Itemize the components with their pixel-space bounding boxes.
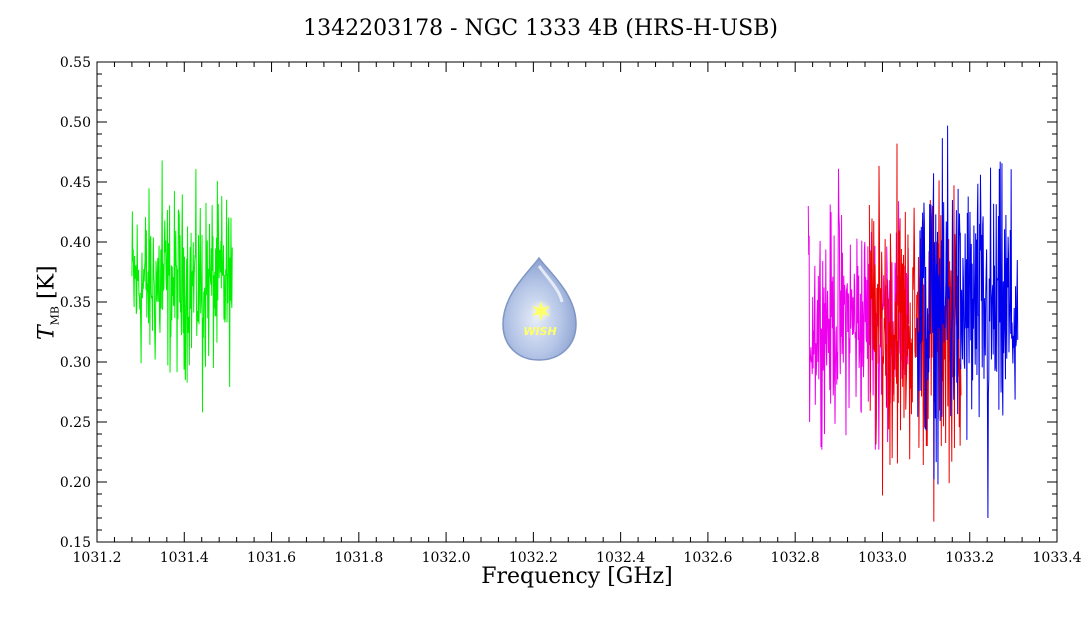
y-tick-label: 0.45	[60, 175, 91, 191]
wish-logo-text: WISH	[523, 325, 556, 338]
y-axis-label: TMB [K]	[34, 243, 61, 363]
x-tick-label: 1033.0	[858, 550, 907, 566]
x-tick-label: 1033.2	[945, 550, 994, 566]
y-tick-label: 0.30	[60, 355, 91, 371]
x-tick-label: 1032.0	[422, 550, 471, 566]
x-tick-label: 1032.6	[683, 550, 732, 566]
x-tick-label: 1031.6	[247, 550, 296, 566]
tick-labels: 1031.2 1031.4 1031.6 1031.8 1032.0 1032.2 1032…	[60, 55, 1081, 566]
y-tick-label: 0.15	[60, 535, 91, 551]
y-axis-unit: [K]	[34, 265, 60, 299]
x-tick-label: 1032.4	[596, 550, 645, 566]
series-line-3	[868, 143, 962, 522]
y-tick-label: 0.40	[60, 235, 91, 251]
series-line-2	[807, 168, 910, 450]
y-tick-label: 0.55	[60, 55, 91, 71]
series-line-1	[131, 160, 233, 413]
y-tick-label: 0.50	[60, 115, 91, 131]
x-tick-label: 1032.2	[509, 550, 558, 566]
x-tick-label: 1031.4	[160, 550, 209, 566]
x-tick-label: 1032.8	[771, 550, 820, 566]
x-tick-label: 1031.2	[73, 550, 122, 566]
x-tick-label: 1033.4	[1033, 550, 1081, 566]
axis-ticks	[96, 61, 1058, 543]
chart-title: 1342203178 - NGC 1333 4B (HRS-H-USB)	[303, 16, 778, 41]
wish-logo: WISH	[502, 256, 577, 361]
star-icon	[532, 301, 550, 321]
x-axis-label: Frequency [GHz]	[481, 564, 673, 589]
series-line-4	[916, 125, 1019, 519]
series-layer	[131, 125, 1019, 522]
x-tick-label: 1031.8	[334, 550, 383, 566]
y-tick-label: 0.20	[60, 475, 91, 491]
y-axis-symbol: T	[34, 325, 60, 341]
y-axis-subscript: MB	[48, 305, 62, 326]
y-tick-label: 0.35	[60, 295, 91, 311]
y-tick-label: 0.25	[60, 415, 91, 431]
